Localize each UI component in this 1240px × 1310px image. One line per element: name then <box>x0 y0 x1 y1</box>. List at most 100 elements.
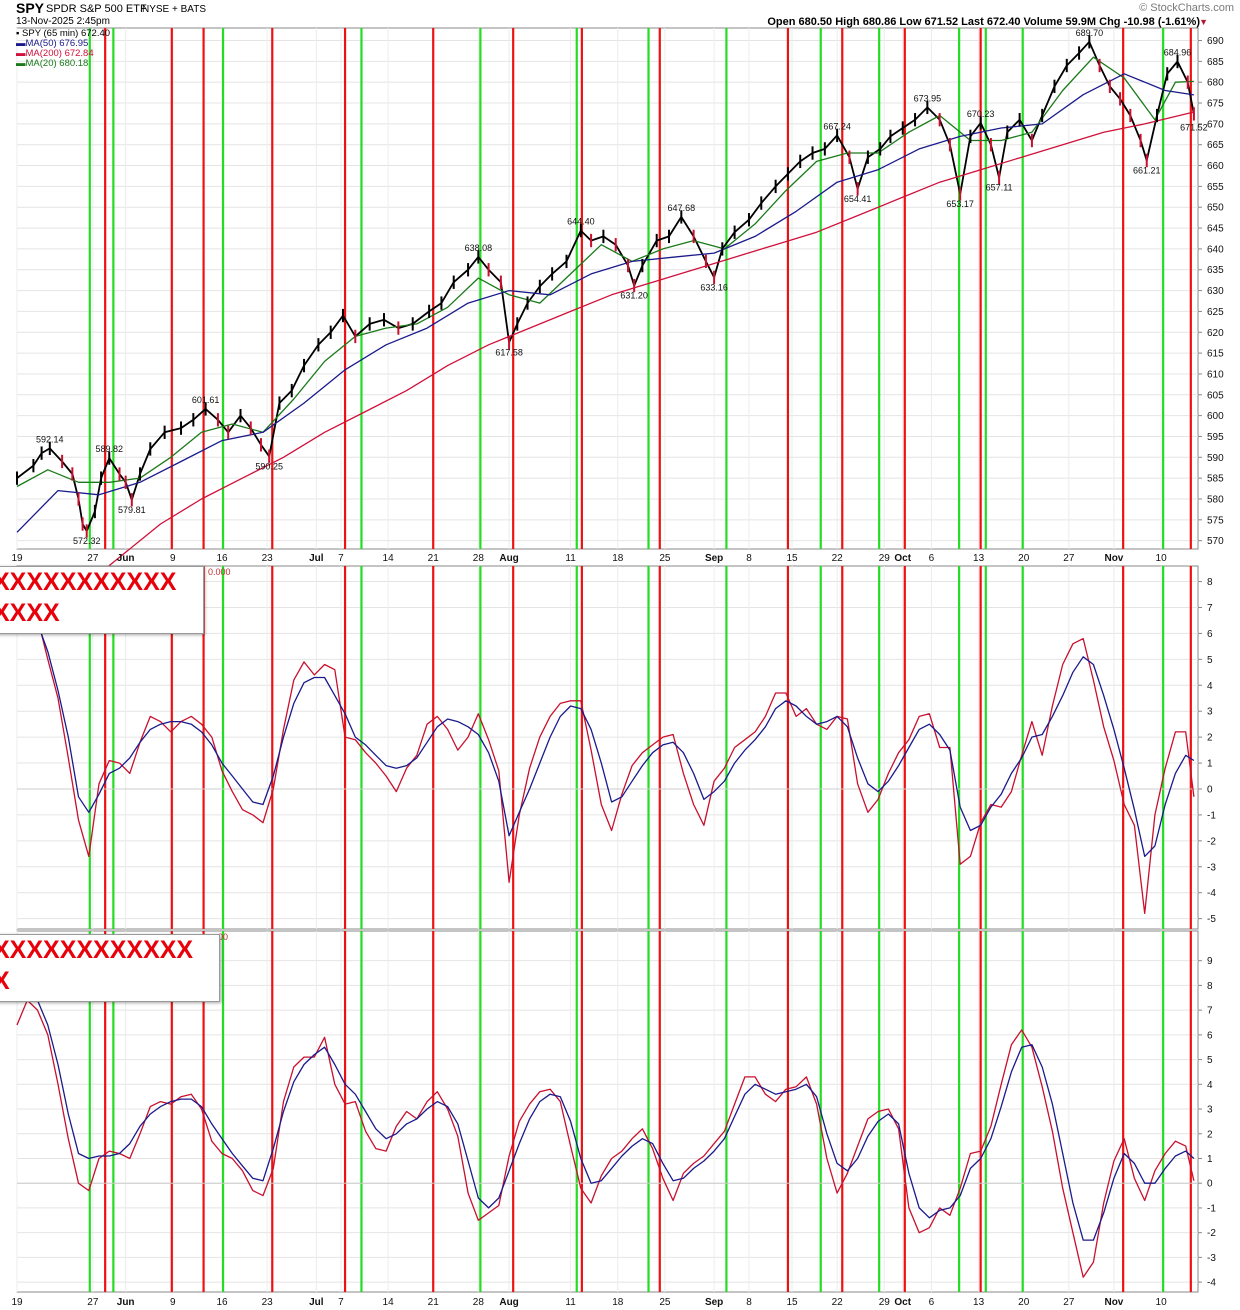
y-tick-label: 3 <box>1207 1105 1213 1116</box>
y-tick-label: 595 <box>1207 432 1224 443</box>
x-tick-label: 21 <box>428 1297 440 1308</box>
y-tick-label: 0 <box>1207 1179 1213 1190</box>
x-tick-label: 23 <box>262 553 274 564</box>
indicator-2-value: 00 <box>218 932 229 942</box>
x-tick-label: 18 <box>612 553 624 564</box>
redacted-line: XXXXXXXXXXXX <box>0 936 194 964</box>
y-tick-label: 5 <box>1207 1055 1213 1066</box>
x-tick-label: 9 <box>170 553 176 564</box>
x-tick-label: 15 <box>786 553 798 564</box>
x-tick-label: 27 <box>1063 553 1075 564</box>
y-tick-label: 6 <box>1207 629 1213 640</box>
x-tick-label: Oct <box>894 553 911 564</box>
series-line-2 <box>17 599 1195 858</box>
x-tick-label: 7 <box>338 1297 344 1308</box>
legend-entry-ma50: ▬MA(50) 676.95 <box>16 38 89 49</box>
x-tick-label: 21 <box>428 553 440 564</box>
x-tick-label: 23 <box>262 1297 274 1308</box>
series-line-1 <box>16 40 1195 532</box>
y-tick-label: 8 <box>1207 577 1213 588</box>
x-tick-label: 11 <box>565 553 576 564</box>
price-annotation: 673.95 <box>914 93 942 103</box>
y-tick-label: 0 <box>1207 784 1213 795</box>
price-annotation: 670.23 <box>967 109 995 119</box>
y-tick-label: 4 <box>1207 1080 1213 1091</box>
y-tick-label: 590 <box>1207 453 1224 464</box>
legend-entry-ma20: ▬MA(20) 680.18 <box>16 58 89 69</box>
x-tick-label: 6 <box>929 553 935 564</box>
price-annotation: 684.96 <box>1164 48 1192 58</box>
chart-date: 13-Nov-2025 2:45pm <box>16 16 110 27</box>
price-annotation: 657.11 <box>986 183 1013 193</box>
down-arrow-icon: ▼ <box>1199 17 1208 27</box>
price-annotation: 589.82 <box>96 444 124 454</box>
y-tick-label: 645 <box>1207 224 1224 235</box>
y-tick-label: 580 <box>1207 494 1224 505</box>
x-tick-label: 22 <box>832 1297 844 1308</box>
price-annotation: 631.20 <box>620 291 648 301</box>
price-annotation: 572.32 <box>73 536 101 546</box>
x-tick-label: 27 <box>1063 1297 1075 1308</box>
y-tick-label: 625 <box>1207 307 1224 318</box>
y-tick-label: 635 <box>1207 265 1224 276</box>
x-tick-label: 16 <box>216 1297 228 1308</box>
y-tick-label: 7 <box>1207 1006 1213 1017</box>
price-legend: ▪ SPY (65 min) 672.40 ▬MA(50) 676.95 ▬MA… <box>16 29 110 69</box>
x-tick-label: 13 <box>973 1297 985 1308</box>
y-tick-label: 640 <box>1207 244 1224 255</box>
x-tick-label: Jun <box>117 553 135 564</box>
price-annotation: 579.81 <box>118 505 146 515</box>
x-tick-label: Sep <box>705 1297 723 1308</box>
price-annotation: 661.21 <box>1133 166 1161 176</box>
price-annotation: 601.61 <box>192 395 220 405</box>
price-annotation: 654.41 <box>844 194 872 204</box>
y-tick-label: 2 <box>1207 1129 1213 1140</box>
series-line-4 <box>88 111 1195 583</box>
ticker-symbol: SPY <box>16 0 45 16</box>
legend-entry-price: ▪ SPY (65 min) 672.40 <box>16 28 111 39</box>
y-tick-label: 6 <box>1207 1030 1213 1041</box>
y-tick-label: -4 <box>1207 888 1216 899</box>
legend-entry-ma200: ▬MA(200) 672.84 <box>16 48 94 59</box>
panel-frame <box>16 27 1199 550</box>
x-tick-label: 18 <box>612 1297 624 1308</box>
x-tick-label: Jun <box>117 1297 135 1308</box>
redacted-line: XXXXXXXXXXX <box>0 568 177 596</box>
series-line-1 <box>16 999 1195 1278</box>
redacted-line: XXXX <box>0 599 60 627</box>
x-tick-label: 19 <box>11 553 23 564</box>
x-tick-label: Nov <box>1104 553 1123 564</box>
price-annotation: 633.16 <box>700 282 728 292</box>
x-tick-label: 29 <box>879 1297 891 1308</box>
x-tick-label: 15 <box>786 1297 798 1308</box>
panel-2: -5 -4 -3 -2 -1 0 1 2 3 4 5 6 7 8 <box>16 565 1216 930</box>
exchange-label: NYSE + BATS <box>142 4 207 15</box>
x-tick-label: 19 <box>11 1297 23 1308</box>
y-tick-label: -5 <box>1207 914 1216 925</box>
price-annotation: 617.58 <box>495 347 523 357</box>
y-tick-label: 9 <box>1207 956 1213 967</box>
y-tick-label: -4 <box>1207 1278 1216 1289</box>
x-tick-label: 16 <box>216 553 228 564</box>
y-tick-label: 610 <box>1207 369 1224 380</box>
x-tick-label: 28 <box>473 553 485 564</box>
panel-1: 5705755805855905956006056106156206256306… <box>11 27 1224 583</box>
indicator-1-value: 0.000 <box>208 567 231 577</box>
x-tick-label: Jul <box>309 1297 324 1308</box>
price-annotation: 667.24 <box>823 121 851 131</box>
x-tick-label: 9 <box>170 1297 176 1308</box>
x-tick-label: Nov <box>1104 1297 1123 1308</box>
y-tick-label: 665 <box>1207 140 1224 151</box>
y-tick-label: 570 <box>1207 536 1224 547</box>
y-tick-label: 620 <box>1207 328 1224 339</box>
x-tick-label: 10 <box>1156 1297 1168 1308</box>
series-line-2 <box>16 56 1194 488</box>
y-tick-label: 650 <box>1207 203 1224 214</box>
x-tick-label: 8 <box>746 553 752 564</box>
quote-summary: Open 680.50 High 680.86 Low 671.52 Last … <box>767 16 1200 28</box>
price-annotation: 647.68 <box>668 203 696 213</box>
x-tick-label: 28 <box>473 1297 485 1308</box>
price-annotation: 592.14 <box>36 434 64 444</box>
y-tick-label: 670 <box>1207 119 1224 130</box>
